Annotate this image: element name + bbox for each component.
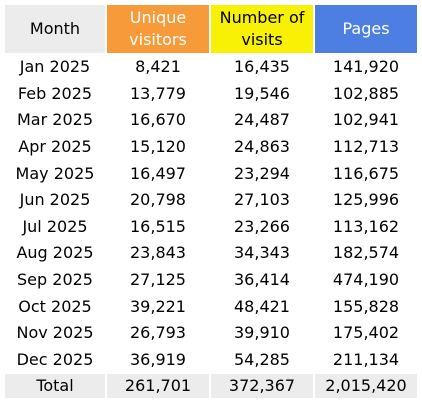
cell-unique-visitors: 39,221 (130, 296, 186, 316)
table-row: Dec 2025 36,919 54,285 211,134 (5, 348, 417, 373)
table-row: Jul 2025 16,515 23,266 113,162 (5, 215, 417, 240)
cell-number-of-visits: 39,910 (234, 323, 290, 343)
cell-number-of-visits: 48,421 (234, 296, 290, 316)
cell-number-of-visits: 27,103 (234, 190, 290, 210)
cell-unique-visitors: 16,515 (130, 216, 186, 236)
table-row: Jun 2025 20,798 27,103 125,996 (5, 188, 417, 213)
cell-pages: 474,190 (332, 270, 400, 290)
header-pages: Pages (315, 5, 417, 53)
cell-unique-visitors: 8,421 (135, 57, 181, 77)
cell-pages: 155,828 (332, 296, 400, 316)
total-row: Total 261,701 372,367 2,015,420 (5, 374, 417, 399)
cell-pages: 112,713 (332, 137, 400, 157)
cell-unique-visitors: 13,779 (130, 83, 186, 103)
table-row: Feb 2025 13,779 19,546 102,885 (5, 82, 417, 107)
cell-month: Jun 2025 (19, 190, 91, 210)
table-header: Month Unique visitors Number of visits P… (5, 5, 417, 53)
table-row: Mar 2025 16,670 24,487 102,941 (5, 108, 417, 133)
cell-number-of-visits: 24,487 (234, 110, 290, 130)
cell-month: Mar 2025 (17, 110, 93, 130)
cell-number-of-visits: 19,546 (234, 83, 290, 103)
header-number-of-visits: Number of visits (211, 5, 313, 53)
table-row: May 2025 16,497 23,294 116,675 (5, 161, 417, 186)
cell-pages: 102,885 (332, 83, 400, 103)
cell-unique-visitors: 20,798 (130, 190, 186, 210)
table-row: Aug 2025 23,843 34,343 182,574 (5, 241, 417, 266)
header-month: Month (5, 5, 105, 53)
cell-pages: 211,134 (332, 349, 400, 369)
total-number-of-visits: 372,367 (211, 374, 313, 399)
cell-month: Feb 2025 (17, 83, 93, 103)
table-row: Oct 2025 39,221 48,421 155,828 (5, 294, 417, 319)
table-row: Jan 2025 8,421 16,435 141,920 (5, 55, 417, 80)
cell-number-of-visits: 23,294 (234, 163, 290, 183)
cell-month: Nov 2025 (16, 323, 94, 343)
cell-unique-visitors: 27,125 (130, 270, 186, 290)
table-row: Sep 2025 27,125 36,414 474,190 (5, 268, 417, 293)
cell-month: Aug 2025 (16, 243, 94, 263)
cell-pages: 102,941 (332, 110, 400, 130)
cell-pages: 116,675 (332, 163, 400, 183)
header-unique-visitors: Unique visitors (107, 5, 209, 53)
total-pages: 2,015,420 (315, 374, 417, 399)
cell-month: Apr 2025 (18, 137, 92, 157)
cell-month: Oct 2025 (18, 296, 92, 316)
cell-number-of-visits: 23,266 (234, 216, 290, 236)
cell-pages: 125,996 (332, 190, 400, 210)
cell-month: May 2025 (15, 163, 95, 183)
cell-month: Sep 2025 (17, 270, 93, 290)
cell-unique-visitors: 23,843 (130, 243, 186, 263)
table-row: Nov 2025 26,793 39,910 175,402 (5, 321, 417, 346)
cell-unique-visitors: 16,497 (130, 163, 186, 183)
cell-month: Dec 2025 (16, 349, 94, 369)
cell-pages: 141,920 (332, 57, 400, 77)
cell-number-of-visits: 54,285 (234, 349, 290, 369)
cell-pages: 182,574 (332, 243, 400, 263)
total-unique-visitors: 261,701 (107, 374, 209, 399)
table-row: Apr 2025 15,120 24,863 112,713 (5, 135, 417, 160)
cell-number-of-visits: 24,863 (234, 137, 290, 157)
cell-month: Jul 2025 (22, 216, 88, 236)
cell-unique-visitors: 36,919 (130, 349, 186, 369)
cell-number-of-visits: 16,435 (234, 57, 290, 77)
cell-unique-visitors: 15,120 (130, 137, 186, 157)
header-row: Month Unique visitors Number of visits P… (5, 5, 417, 53)
monthly-stats-table: Month Unique visitors Number of visits P… (3, 3, 419, 400)
cell-pages: 175,402 (332, 323, 400, 343)
cell-number-of-visits: 36,414 (234, 270, 290, 290)
table-body: Jan 2025 8,421 16,435 141,920 Feb 2025 1… (5, 55, 417, 399)
cell-month: Jan 2025 (19, 57, 91, 77)
cell-pages: 113,162 (332, 216, 400, 236)
total-label: Total (5, 374, 105, 399)
cell-unique-visitors: 16,670 (130, 110, 186, 130)
cell-unique-visitors: 26,793 (130, 323, 186, 343)
cell-number-of-visits: 34,343 (234, 243, 290, 263)
